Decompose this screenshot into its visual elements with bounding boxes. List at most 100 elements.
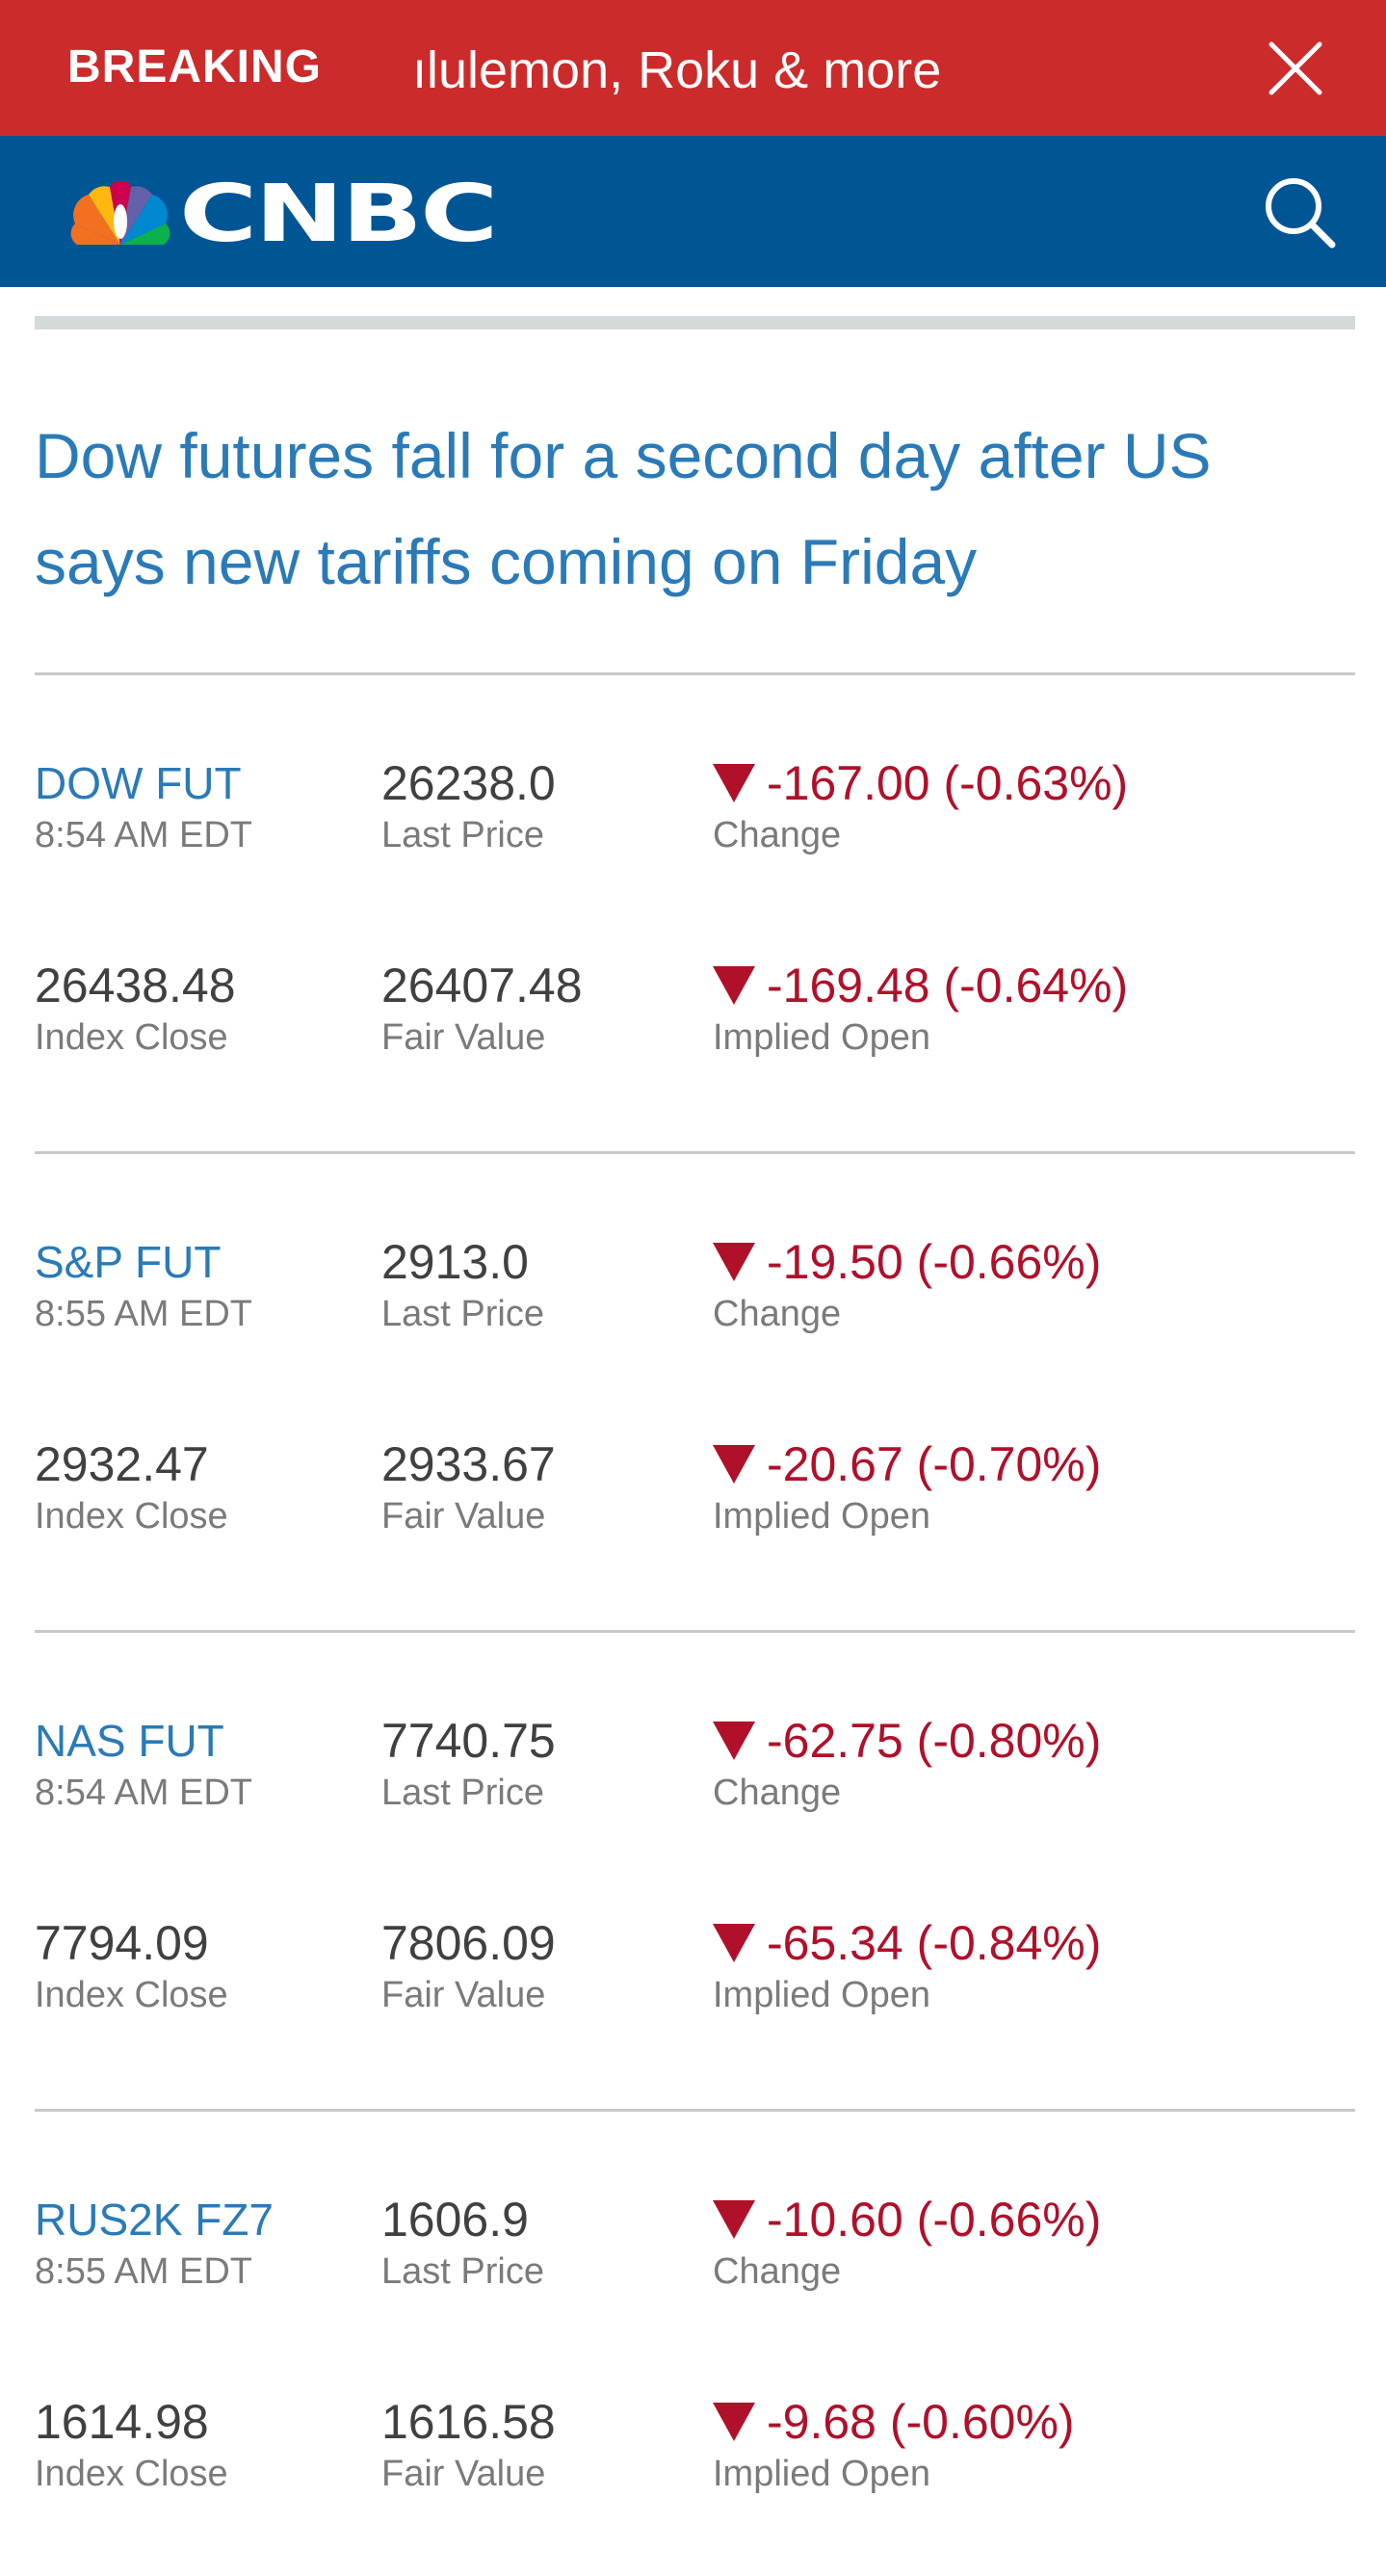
fair-value-cell: 2933.67 Fair Value (381, 1435, 556, 1539)
logo-wordmark: CNBC (179, 169, 498, 260)
quote-time: 8:54 AM EDT (35, 1773, 252, 1813)
divider (35, 1151, 1355, 1154)
index-close-value: 7794.09 (35, 1916, 209, 1970)
quote-block-sp: S&P FUT 8:55 AM EDT 2913.0 Last Price -1… (0, 1233, 1386, 1618)
close-icon (1268, 41, 1322, 95)
implied-open-cell: -9.68 (-0.60%) Implied Open (713, 2393, 1075, 2497)
search-icon (1266, 178, 1336, 249)
change-cell: -10.60 (-0.66%) Change (713, 2191, 1101, 2295)
fair-value-cell: 7806.09 Fair Value (381, 1914, 556, 2018)
triangle-down-icon (713, 764, 755, 802)
quote-symbol-cell: RUS2K FZ7 8:55 AM EDT (35, 2191, 274, 2295)
last-price-cell: 26238.0 Last Price (381, 754, 556, 858)
index-close-label: Index Close (35, 1975, 228, 2015)
fair-value-value: 2933.67 (381, 1437, 556, 1491)
last-price-value: 7740.75 (381, 1714, 556, 1768)
quote-symbol-cell: S&P FUT 8:55 AM EDT (35, 1233, 252, 1337)
implied-open-cell: -169.48 (-0.64%) Implied Open (713, 957, 1128, 1061)
triangle-down-icon (713, 1445, 755, 1484)
last-price-value: 26238.0 (381, 756, 556, 810)
index-close-cell: 26438.48 Index Close (35, 957, 236, 1061)
implied-open-label: Implied Open (713, 1975, 931, 2015)
breaking-label: BREAKING (67, 41, 323, 92)
change-value: -62.75 (-0.80%) (767, 1714, 1102, 1768)
search-button[interactable] (1257, 170, 1344, 256)
divider (35, 1630, 1355, 1633)
quote-symbol-link[interactable]: S&P FUT (35, 1237, 222, 1287)
implied-open-label: Implied Open (713, 1496, 931, 1537)
triangle-down-icon (713, 1243, 755, 1281)
change-value: -167.00 (-0.63%) (767, 756, 1129, 810)
fair-value-value: 7806.09 (381, 1916, 556, 1970)
peacock-logo-icon (70, 181, 170, 245)
index-close-cell: 7794.09 Index Close (35, 1914, 228, 2018)
last-price-label: Last Price (381, 1294, 544, 1334)
site-header: CNBC (0, 136, 1386, 287)
triangle-down-icon (713, 1722, 755, 1760)
index-close-cell: 1614.98 Index Close (35, 2393, 228, 2497)
fair-value-cell: 1616.58 Fair Value (381, 2393, 556, 2497)
change-cell: -19.50 (-0.66%) Change (713, 1233, 1101, 1337)
last-price-cell: 1606.9 Last Price (381, 2191, 544, 2295)
last-price-label: Last Price (381, 815, 544, 855)
implied-open-value: -65.34 (-0.84%) (767, 1916, 1102, 1970)
fair-value-value: 26407.48 (381, 959, 583, 1012)
breaking-ticker-text[interactable]: ılulemon, Roku & more (412, 41, 942, 99)
index-close-value: 26438.48 (35, 959, 236, 1012)
divider (35, 2109, 1355, 2112)
triangle-down-icon (713, 2403, 755, 2441)
cnbc-logo[interactable]: CNBC (67, 175, 498, 254)
triangle-down-icon (713, 2200, 755, 2239)
last-price-cell: 7740.75 Last Price (381, 1712, 556, 1816)
change-value: -10.60 (-0.66%) (767, 2193, 1102, 2247)
fair-value-value: 1616.58 (381, 2395, 556, 2449)
implied-open-label: Implied Open (713, 2454, 931, 2494)
fair-value-label: Fair Value (381, 2454, 546, 2494)
last-price-value: 2913.0 (381, 1235, 529, 1289)
quote-symbol-link[interactable]: DOW FUT (35, 758, 242, 808)
last-price-label: Last Price (381, 1773, 544, 1813)
fair-value-label: Fair Value (381, 1496, 546, 1537)
close-banner-button[interactable] (1262, 35, 1329, 102)
last-price-cell: 2913.0 Last Price (381, 1233, 544, 1337)
last-price-label: Last Price (381, 2251, 544, 2292)
quote-symbol-cell: NAS FUT 8:54 AM EDT (35, 1712, 252, 1816)
fair-value-label: Fair Value (381, 1017, 546, 1058)
change-label: Change (713, 1294, 842, 1334)
implied-open-value: -169.48 (-0.64%) (767, 959, 1129, 1012)
change-label: Change (713, 1773, 842, 1813)
quote-symbol-link[interactable]: RUS2K FZ7 (35, 2195, 274, 2245)
index-close-label: Index Close (35, 1496, 228, 1537)
implied-open-label: Implied Open (713, 1017, 931, 1058)
index-close-value: 1614.98 (35, 2395, 209, 2449)
section-divider-bar (35, 316, 1355, 329)
change-cell: -62.75 (-0.80%) Change (713, 1712, 1101, 1816)
quote-symbol-link[interactable]: NAS FUT (35, 1716, 224, 1766)
change-label: Change (713, 2251, 842, 2292)
index-close-value: 2932.47 (35, 1437, 209, 1491)
quote-block-dow: DOW FUT 8:54 AM EDT 26238.0 Last Price -… (0, 754, 1386, 1140)
quote-time: 8:54 AM EDT (35, 815, 252, 855)
quote-block-rus2k: RUS2K FZ7 8:55 AM EDT 1606.9 Last Price … (0, 2191, 1386, 2576)
change-value: -19.50 (-0.66%) (767, 1235, 1102, 1289)
fair-value-cell: 26407.48 Fair Value (381, 957, 583, 1061)
triangle-down-icon (713, 966, 755, 1005)
implied-open-cell: -65.34 (-0.84%) Implied Open (713, 1914, 1101, 2018)
change-cell: -167.00 (-0.63%) Change (713, 754, 1128, 858)
implied-open-value: -9.68 (-0.60%) (767, 2395, 1075, 2449)
quote-block-nas: NAS FUT 8:54 AM EDT 7740.75 Last Price -… (0, 1712, 1386, 2097)
quote-time: 8:55 AM EDT (35, 1294, 252, 1334)
quote-symbol-cell: DOW FUT 8:54 AM EDT (35, 754, 252, 858)
implied-open-value: -20.67 (-0.70%) (767, 1437, 1102, 1491)
index-close-cell: 2932.47 Index Close (35, 1435, 228, 1539)
implied-open-cell: -20.67 (-0.70%) Implied Open (713, 1435, 1101, 1539)
index-close-label: Index Close (35, 1017, 228, 1058)
triangle-down-icon (713, 1924, 755, 1962)
change-label: Change (713, 815, 842, 855)
divider (35, 672, 1355, 675)
article-headline-link[interactable]: Dow futures fall for a second day after … (35, 420, 1212, 597)
index-close-label: Index Close (35, 2454, 228, 2494)
breaking-news-banner[interactable]: BREAKING ılulemon, Roku & more (0, 0, 1386, 136)
last-price-value: 1606.9 (381, 2193, 529, 2247)
fair-value-label: Fair Value (381, 1975, 546, 2015)
